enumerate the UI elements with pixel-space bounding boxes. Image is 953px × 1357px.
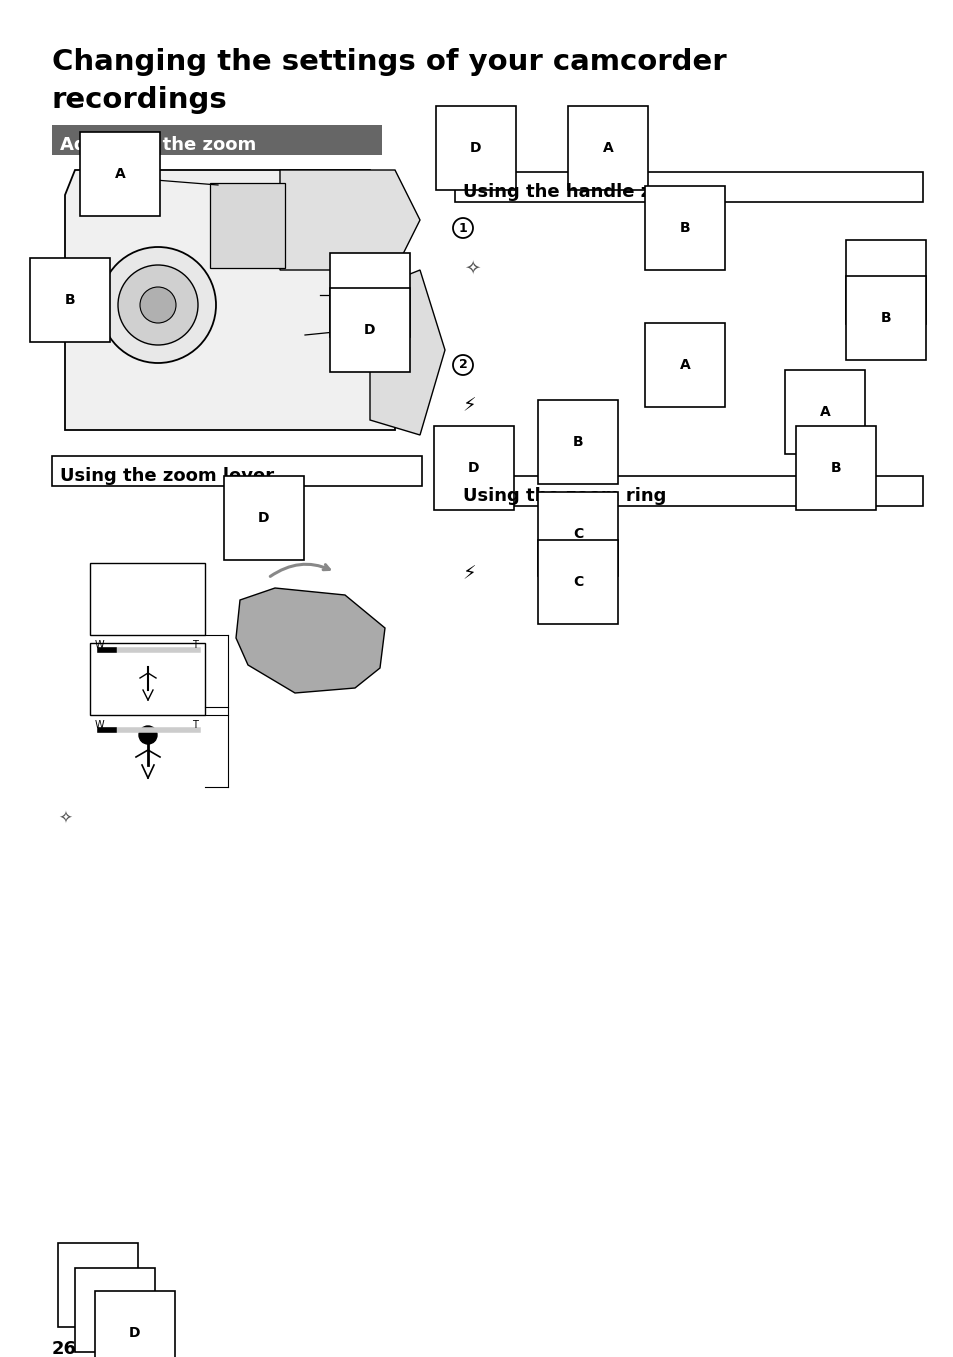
Polygon shape (65, 170, 395, 430)
Text: D: D (364, 323, 375, 337)
Text: 2: 2 (458, 358, 467, 372)
Circle shape (453, 356, 473, 375)
Text: B: B (679, 221, 690, 235)
Text: Using the handle zoom: Using the handle zoom (462, 183, 694, 201)
Text: A: A (679, 358, 690, 372)
Text: T: T (192, 721, 198, 730)
Text: D: D (470, 141, 481, 155)
Text: B: B (880, 275, 890, 289)
FancyBboxPatch shape (90, 563, 205, 635)
Text: D: D (129, 1326, 141, 1339)
Circle shape (139, 726, 157, 744)
Text: C: C (364, 288, 375, 303)
Text: D: D (468, 461, 479, 475)
Text: D: D (110, 1303, 121, 1318)
Polygon shape (280, 170, 419, 270)
Text: W: W (95, 641, 105, 650)
Circle shape (140, 286, 175, 323)
Text: B: B (880, 311, 890, 324)
Text: C: C (572, 575, 582, 589)
Circle shape (142, 654, 153, 666)
Text: ✧: ✧ (58, 810, 71, 828)
Text: C: C (572, 527, 582, 541)
FancyBboxPatch shape (455, 172, 923, 202)
Text: A: A (114, 167, 125, 180)
FancyBboxPatch shape (210, 183, 285, 267)
Text: 1: 1 (458, 221, 467, 235)
FancyBboxPatch shape (52, 456, 421, 486)
Circle shape (453, 218, 473, 237)
Text: B: B (572, 436, 582, 449)
FancyBboxPatch shape (90, 643, 205, 715)
Text: B: B (65, 293, 75, 307)
Text: Using the zoom lever: Using the zoom lever (60, 467, 274, 484)
Text: Changing the settings of your camcorder: Changing the settings of your camcorder (52, 47, 726, 76)
Text: B: B (830, 461, 841, 475)
FancyBboxPatch shape (52, 125, 381, 155)
Circle shape (100, 247, 215, 364)
Text: W: W (95, 721, 105, 730)
Text: ⚡: ⚡ (461, 565, 476, 584)
Text: Adjusting the zoom: Adjusting the zoom (60, 136, 256, 153)
Text: D: D (258, 512, 270, 525)
Polygon shape (370, 270, 444, 436)
Text: A: A (602, 141, 613, 155)
Text: recordings: recordings (52, 85, 228, 114)
Text: Using the zoom ring: Using the zoom ring (462, 487, 666, 505)
Text: T: T (192, 641, 198, 650)
FancyBboxPatch shape (455, 476, 923, 506)
Text: 26: 26 (52, 1339, 77, 1357)
Circle shape (118, 265, 198, 345)
Polygon shape (235, 588, 385, 693)
Text: ✧: ✧ (463, 258, 480, 277)
Text: ⚡: ⚡ (461, 396, 476, 415)
Text: A: A (819, 404, 829, 419)
Text: D: D (92, 1278, 104, 1292)
